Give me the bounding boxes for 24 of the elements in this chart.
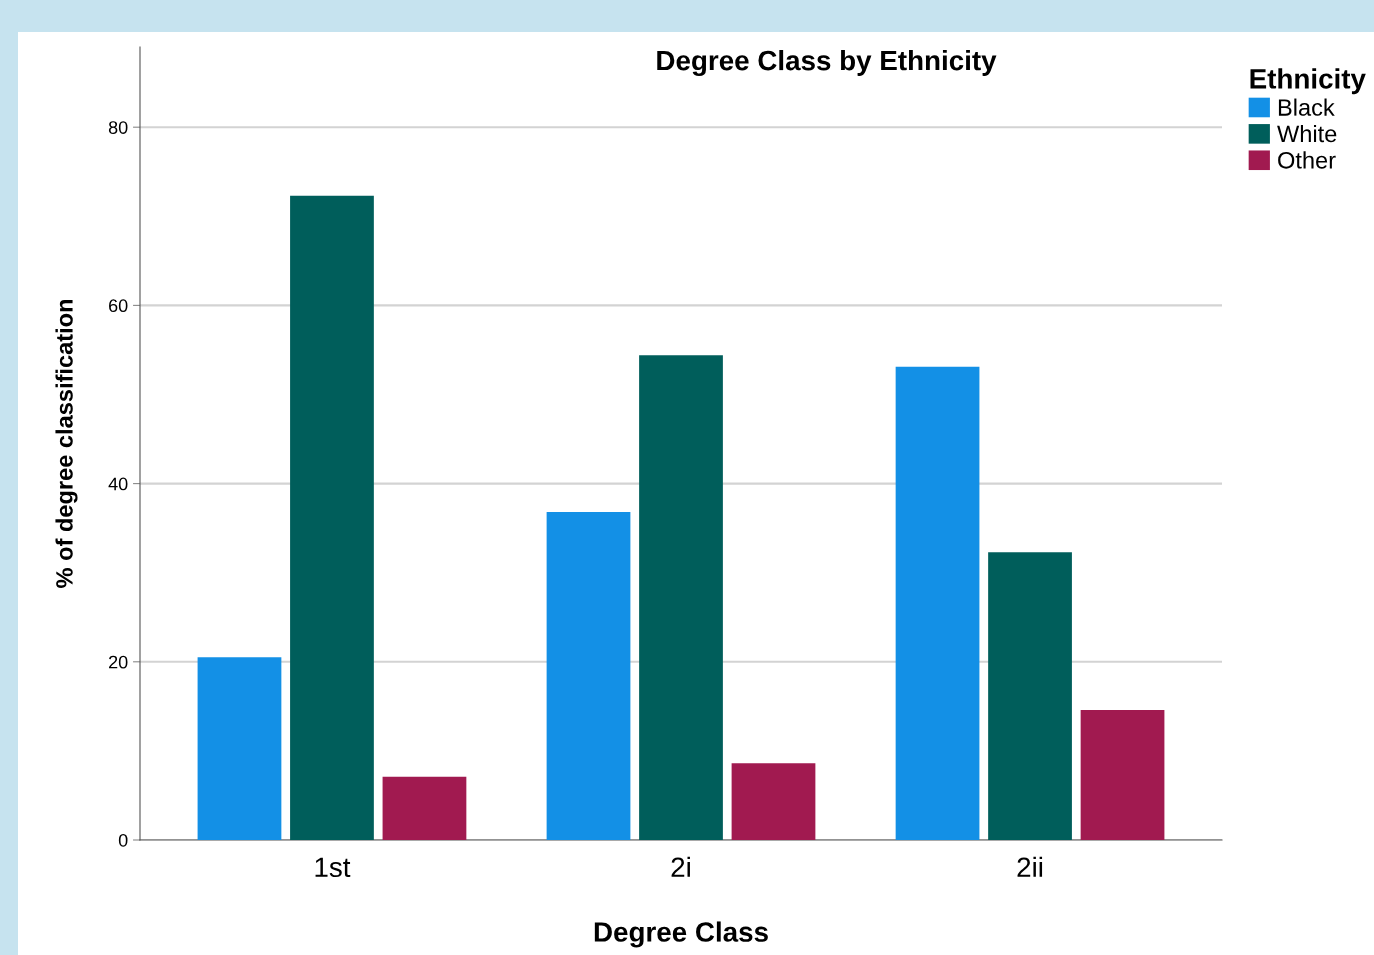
bar [197,657,282,840]
bar [1080,709,1165,840]
x-tick-label: 2ii [1017,856,1043,877]
y-tick-label: 60 [109,299,128,313]
legend-label: Black [1278,98,1335,116]
bar [988,552,1072,840]
y-axis-title: % of degree classification [55,299,78,588]
x-tick-label: 2i [671,856,690,877]
x-tick-label: 1st [315,857,351,878]
y-tick-label: 40 [108,477,128,491]
legend-title: Ethnicity [1250,68,1366,95]
bar [731,763,816,840]
legend-label: Other [1278,151,1336,169]
legend-label: White [1277,124,1337,143]
bar [382,776,467,840]
bar [290,195,374,840]
y-tick-label: 0 [118,833,128,847]
bar [895,366,980,840]
y-tick-label: 20 [109,655,128,669]
chart-title: Degree Class by Ethnicity [657,49,997,77]
bar [639,355,723,840]
bar [546,512,631,840]
y-tick-label: 80 [108,121,128,134]
x-axis-title: Degree Class [594,921,768,948]
